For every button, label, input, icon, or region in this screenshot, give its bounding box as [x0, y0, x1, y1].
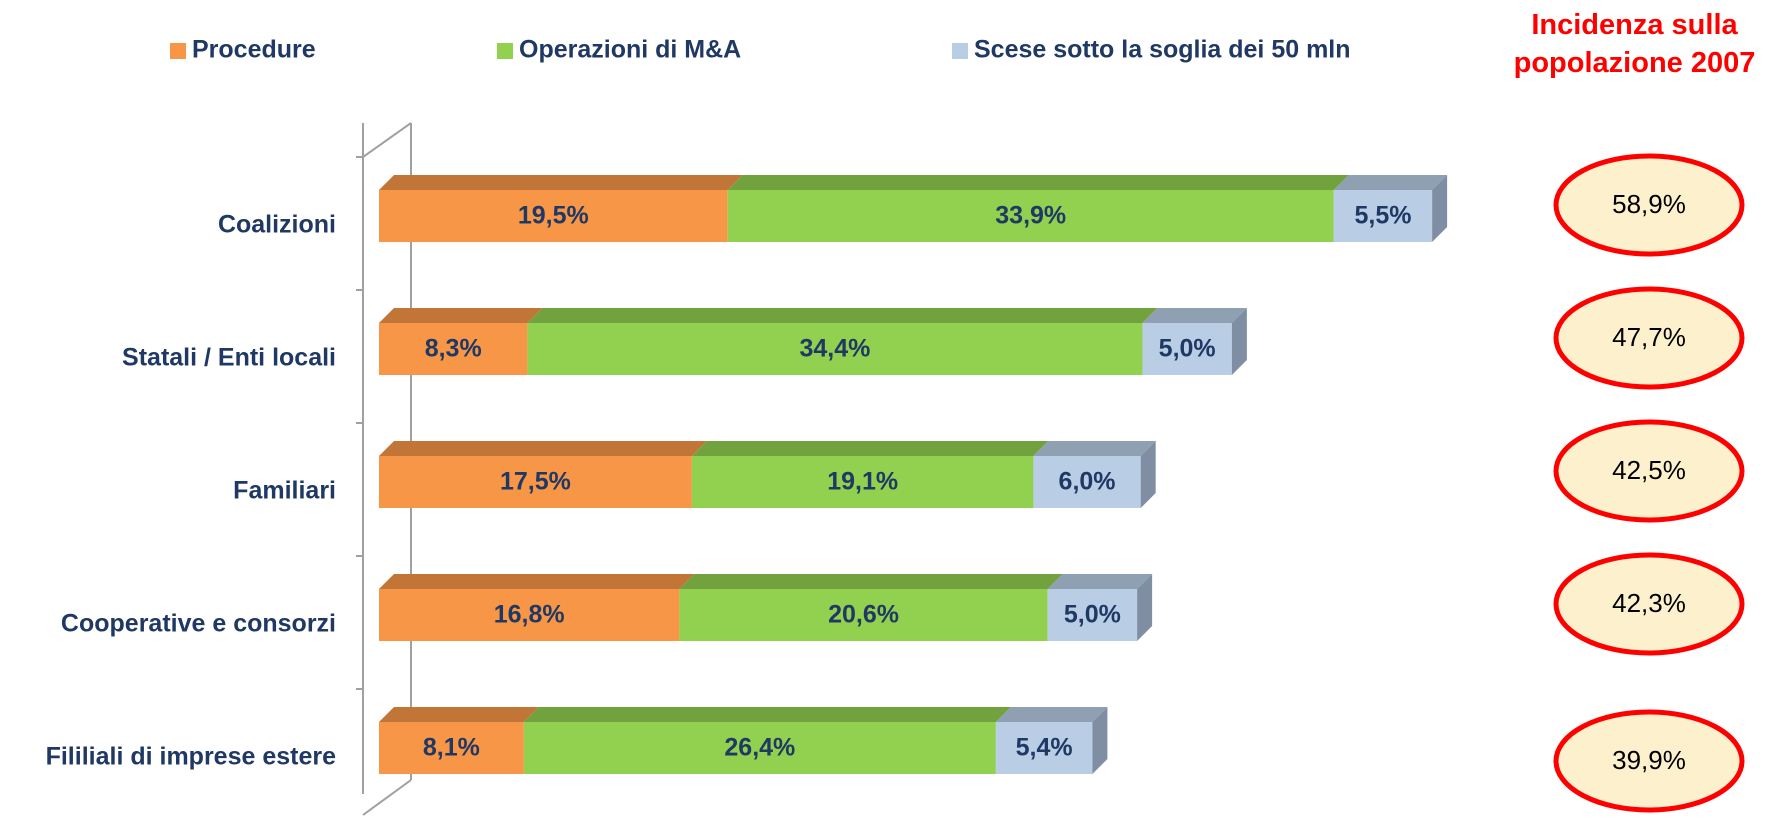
wall-top	[362, 122, 412, 158]
category-label: Cooperative e consorzi	[61, 610, 336, 638]
legend-label: Operazioni di M&A	[519, 36, 741, 64]
bar-top	[379, 707, 539, 722]
value-label: 5,5%	[1354, 202, 1411, 230]
bar-top	[691, 441, 1049, 456]
value-label: 19,1%	[827, 468, 898, 496]
bar	[527, 323, 1143, 375]
value-label: 19,5%	[518, 202, 589, 230]
bar	[379, 323, 528, 375]
value-label: 17,5%	[500, 468, 571, 496]
side-ellipse	[1553, 286, 1745, 390]
legend-label: Procedure	[192, 36, 316, 64]
value-label: 5,0%	[1064, 601, 1121, 629]
value-label: 16,8%	[494, 601, 565, 629]
bar	[995, 722, 1093, 774]
value-label: 34,4%	[799, 335, 870, 363]
bar	[1047, 589, 1138, 641]
side-ellipse	[1553, 552, 1745, 656]
bar-top	[1142, 308, 1247, 323]
side-title: Incidenza sulla popolazione 2007	[1513, 9, 1756, 79]
category-label: Fililiali di imprese estere	[46, 743, 337, 771]
bar-top	[379, 308, 543, 323]
bar	[691, 456, 1034, 508]
bar-top	[379, 175, 743, 190]
bar	[727, 190, 1334, 242]
bar	[679, 589, 1048, 641]
value-label: 6,0%	[1059, 468, 1116, 496]
category-label: Coalizioni	[218, 211, 336, 239]
legend-label: Scese sotto la soglia dei 50 mln	[974, 36, 1351, 64]
bar	[379, 589, 680, 641]
side-ellipse	[1553, 709, 1745, 813]
bar-top	[995, 707, 1108, 722]
value-label: 5,0%	[1159, 335, 1216, 363]
bar-top	[1047, 574, 1153, 589]
bar	[379, 190, 728, 242]
bar-top	[1033, 441, 1156, 456]
category-label: Familiari	[233, 477, 336, 505]
legend-swatch	[170, 43, 186, 59]
value-label: 8,3%	[425, 335, 482, 363]
category-label: Statali / Enti locali	[122, 344, 336, 372]
bar-top	[1333, 175, 1448, 190]
bar	[379, 456, 692, 508]
side-value-label: 58,9%	[1612, 189, 1686, 219]
side-value-label: 42,5%	[1612, 455, 1686, 485]
legend-swatch	[497, 43, 513, 59]
bar	[379, 722, 524, 774]
bar	[523, 722, 996, 774]
value-label: 33,9%	[995, 202, 1066, 230]
wall-bottom	[362, 779, 412, 816]
legend-swatch	[952, 43, 968, 59]
value-label: 5,4%	[1016, 734, 1073, 762]
bar	[1333, 190, 1433, 242]
bar-side	[1092, 707, 1108, 774]
bar-top	[727, 175, 1349, 190]
bar-side	[1137, 574, 1153, 641]
value-label: 20,6%	[828, 601, 899, 629]
value-label: 26,4%	[724, 734, 795, 762]
bar-top	[379, 574, 695, 589]
bar-top	[523, 707, 1011, 722]
side-value-label: 47,7%	[1612, 322, 1686, 352]
bar	[1142, 323, 1232, 375]
side-value-label: 39,9%	[1612, 745, 1686, 775]
bar	[1033, 456, 1141, 508]
bar-top	[679, 574, 1063, 589]
bar-top	[527, 308, 1158, 323]
side-ellipse	[1553, 419, 1745, 523]
value-label: 8,1%	[423, 734, 480, 762]
side-ellipse	[1553, 153, 1745, 257]
bar-side	[1231, 308, 1247, 375]
bar-side	[1432, 175, 1448, 242]
side-value-label: 42,3%	[1612, 588, 1686, 618]
bar-top	[379, 441, 707, 456]
bar-side	[1140, 441, 1156, 508]
